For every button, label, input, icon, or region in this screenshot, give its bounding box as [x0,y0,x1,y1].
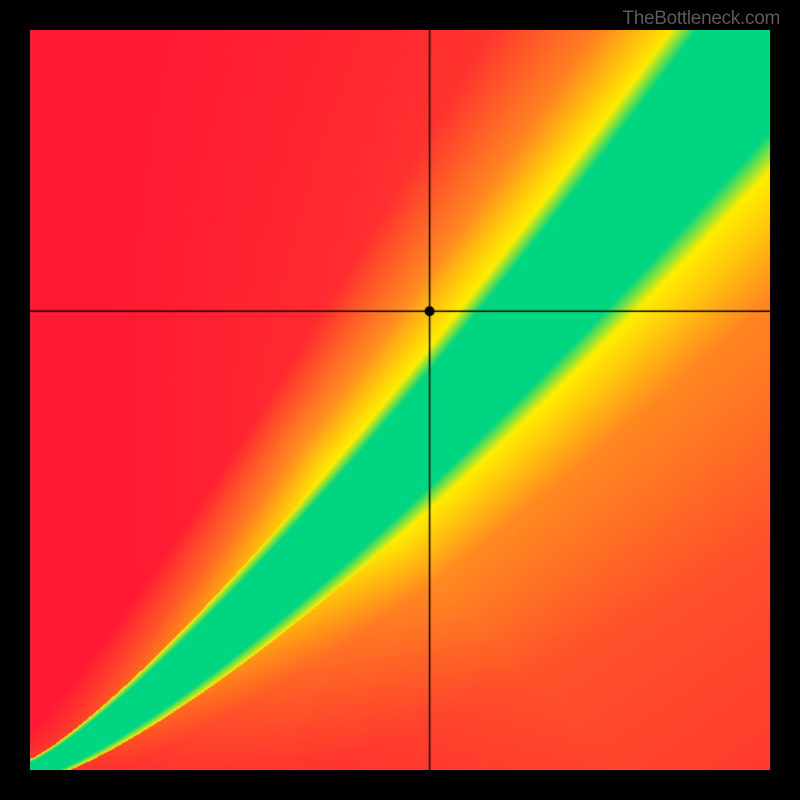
heatmap-canvas [30,30,770,770]
watermark-text: TheBottleneck.com [622,8,780,30]
bottleneck-heatmap [30,30,770,770]
